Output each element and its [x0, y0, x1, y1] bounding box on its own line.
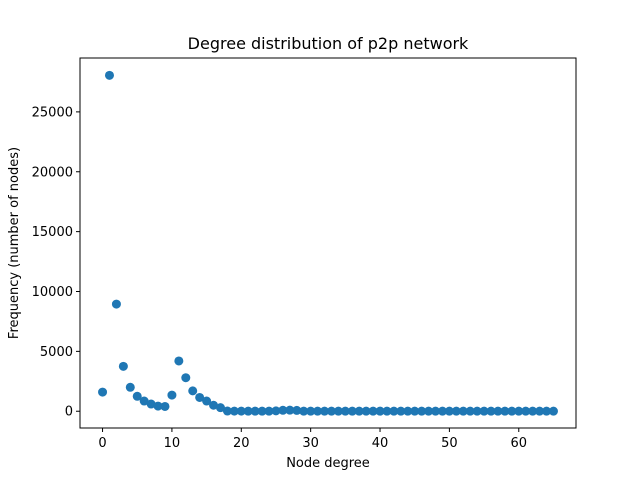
- data-point: [410, 406, 420, 416]
- data-point: [104, 70, 114, 80]
- y-tick-label: 25000: [32, 105, 73, 120]
- data-point: [340, 406, 350, 416]
- data-point: [361, 406, 371, 416]
- data-point: [215, 403, 225, 413]
- x-tick-label: 40: [372, 436, 389, 451]
- data-point: [535, 406, 545, 416]
- data-point: [132, 391, 142, 401]
- data-point: [153, 401, 163, 411]
- x-tick-label: 10: [164, 436, 181, 451]
- data-point: [139, 396, 149, 406]
- data-point: [431, 406, 441, 416]
- data-points: [98, 70, 558, 416]
- data-point: [257, 406, 267, 416]
- data-point: [250, 406, 260, 416]
- data-point: [458, 406, 468, 416]
- data-point: [542, 406, 552, 416]
- data-point: [326, 406, 336, 416]
- data-point: [264, 406, 274, 416]
- data-point: [118, 361, 128, 371]
- data-point: [444, 406, 454, 416]
- data-point: [479, 406, 489, 416]
- data-point: [347, 406, 357, 416]
- data-point: [209, 400, 219, 410]
- data-point: [188, 386, 198, 396]
- data-point: [146, 399, 156, 409]
- y-tick-label: 5000: [40, 345, 73, 360]
- data-point: [195, 392, 205, 402]
- y-tick-label: 15000: [32, 225, 73, 240]
- y-axis-ticks: 0 5000 10000 15000 20000 25000: [32, 105, 80, 420]
- x-axis-ticks: 0 10 20 30 40 50 60: [98, 428, 527, 451]
- data-point: [472, 406, 482, 416]
- data-point: [299, 406, 309, 416]
- y-tick-label: 0: [65, 405, 73, 420]
- y-tick-label: 10000: [32, 285, 73, 300]
- data-point: [306, 406, 316, 416]
- data-point: [437, 406, 447, 416]
- data-point: [236, 406, 246, 416]
- data-point: [202, 396, 212, 406]
- data-point: [465, 406, 475, 416]
- data-point: [521, 406, 531, 416]
- data-point: [292, 405, 302, 415]
- data-point: [229, 406, 239, 416]
- data-point: [514, 406, 524, 416]
- data-point: [160, 401, 170, 411]
- data-point: [451, 406, 461, 416]
- data-point: [278, 405, 288, 415]
- x-tick-label: 30: [302, 436, 319, 451]
- data-point: [181, 373, 191, 383]
- data-point: [500, 406, 510, 416]
- data-point: [125, 382, 135, 392]
- x-axis-label: Node degree: [286, 456, 370, 471]
- data-point: [111, 299, 121, 309]
- data-point: [493, 406, 503, 416]
- data-point: [167, 390, 177, 400]
- data-point: [368, 406, 378, 416]
- data-point: [424, 406, 434, 416]
- data-point: [417, 406, 427, 416]
- data-point: [403, 406, 413, 416]
- data-point: [271, 406, 281, 416]
- data-point: [354, 406, 364, 416]
- data-point: [174, 356, 184, 366]
- chart-title: Degree distribution of p2p network: [188, 34, 469, 53]
- x-tick-label: 0: [98, 436, 106, 451]
- data-point: [98, 387, 108, 397]
- data-point: [548, 406, 558, 416]
- data-point: [389, 406, 399, 416]
- x-tick-label: 50: [441, 436, 458, 451]
- data-point: [222, 406, 232, 416]
- x-tick-label: 20: [233, 436, 250, 451]
- plot-frame: [79, 57, 577, 429]
- y-tick-label: 20000: [32, 165, 73, 180]
- x-tick-label: 60: [510, 436, 527, 451]
- data-point: [285, 405, 295, 415]
- data-point: [396, 406, 406, 416]
- data-point: [313, 406, 323, 416]
- data-point: [528, 406, 538, 416]
- data-point: [375, 406, 385, 416]
- data-point: [320, 406, 330, 416]
- data-point: [333, 406, 343, 416]
- y-axis-label: Frequency (number of nodes): [7, 147, 22, 339]
- data-point: [243, 406, 253, 416]
- data-point: [486, 406, 496, 416]
- data-point: [382, 406, 392, 416]
- data-point: [507, 406, 517, 416]
